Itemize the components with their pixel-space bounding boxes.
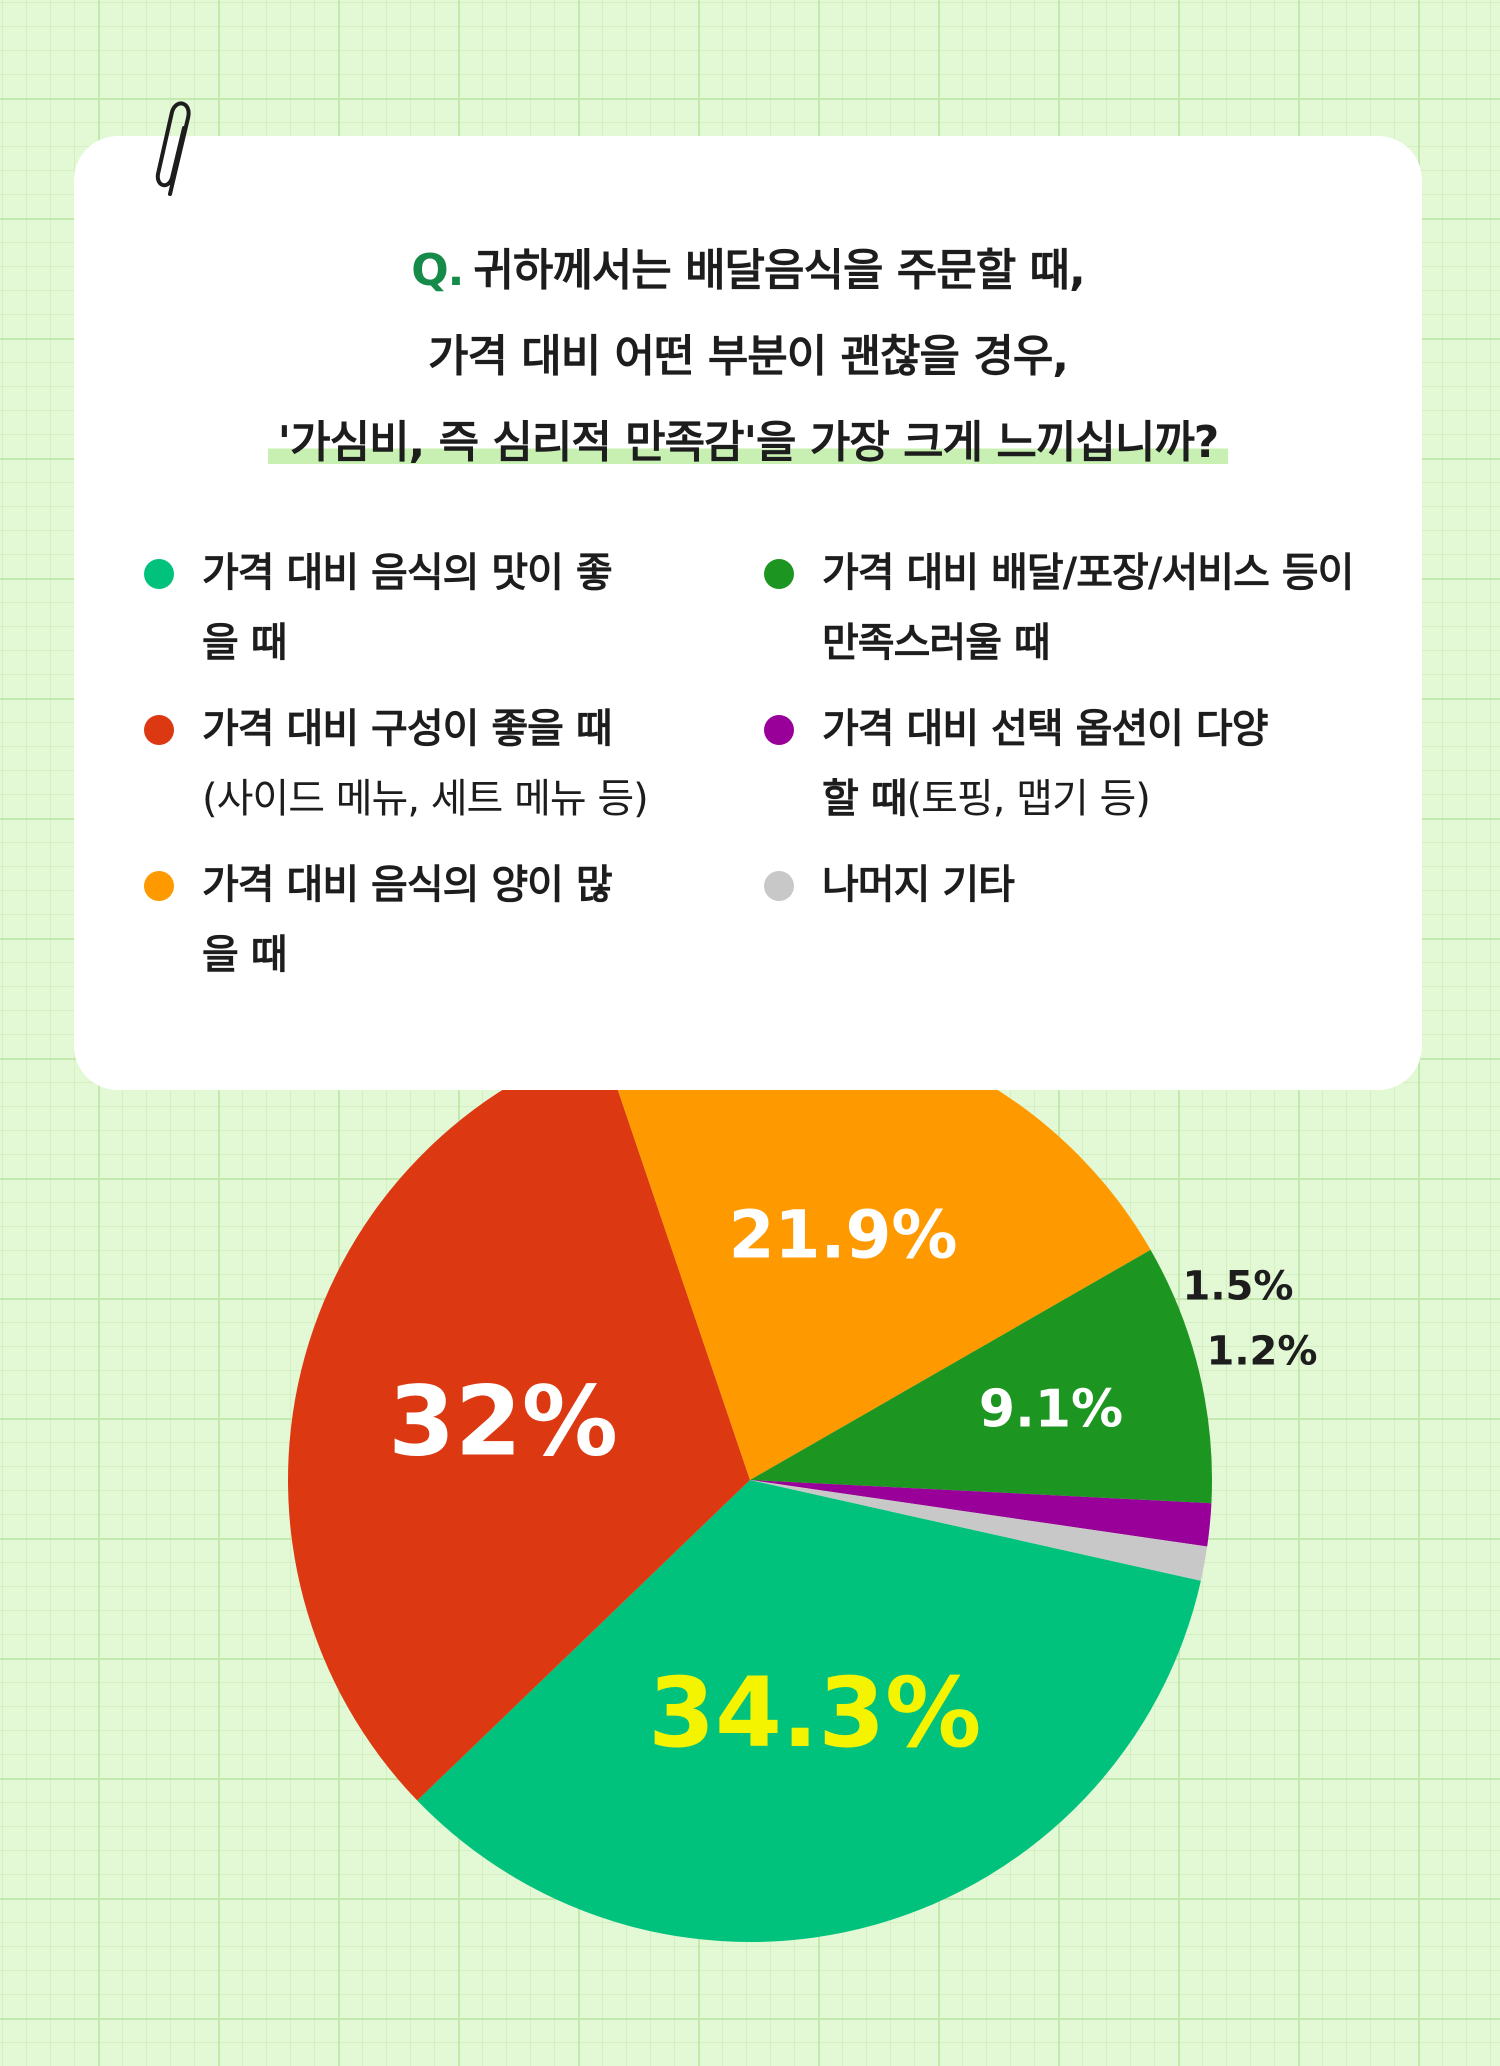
legend-item-composition: 가격 대비 구성이 좋을 때 (사이드 메뉴, 세트 메뉴 등) [144,694,762,834]
question-text: Q. 귀하께서는 배달음식을 주문할 때, 가격 대비 어떤 부분이 괜찮을 경우… [74,228,1422,486]
legend-dot-icon [144,715,174,745]
legend-item-other: 나머지 기타 [764,850,1382,920]
legend-label: 가격 대비 음식의 맛이 좋을 때 [202,550,613,666]
question-line-2: 가격 대비 어떤 부분이 괜찮을 경우, [427,331,1069,382]
data-label: 32% [388,1366,618,1478]
data-label: 1.5% [1183,1263,1294,1309]
q-mark: Q. [411,245,464,296]
question-line-1: Q. 귀하께서는 배달음식을 주문할 때, [411,245,1086,296]
slice-options [750,1480,1212,1547]
legend-label: 가격 대비 선택 옵션이 다양할 때 [822,706,1269,822]
legend-dot-icon [144,559,174,589]
legend-label: 나머지 기타 [822,862,1015,908]
data-label: 34.3% [648,1657,981,1769]
legend-item-service: 가격 대비 배달/포장/서비스 등이 만족스러울 때 [764,538,1382,678]
legend-dot-icon [144,871,174,901]
legend-label: 가격 대비 배달/포장/서비스 등이 만족스러울 때 [822,550,1354,666]
legend-item-taste: 가격 대비 음식의 맛이 좋을 때 [144,538,632,678]
slice-service [750,1249,1213,1504]
legend-dot-icon [764,715,794,745]
question-card: Q. 귀하께서는 배달음식을 주문할 때, 가격 대비 어떤 부분이 괜찮을 경우… [74,136,1422,1090]
data-label: 21.9% [729,1196,958,1273]
slice-composition [287,1042,750,1801]
slice-quantity [601,1017,1151,1480]
data-label: 9.1% [979,1380,1123,1440]
legend-item-quantity: 가격 대비 음식의 양이 많을 때 [144,850,632,990]
legend-dot-icon [764,559,794,589]
legend-label: 가격 대비 구성이 좋을 때 [202,706,613,752]
paperclip-icon [155,101,191,196]
slice-other [750,1480,1208,1581]
question-line-3: '가심비, 즉 심리적 만족감'을 가장 크게 느끼십니까? [74,400,1422,486]
slice-taste [417,1480,1201,1942]
legend-dot-icon [764,871,794,901]
legend-item-options: 가격 대비 선택 옵션이 다양할 때(토핑, 맵기 등) [764,694,1282,834]
question-highlight: '가심비, 즉 심리적 만족감'을 가장 크게 느끼십니까? [267,417,1229,468]
legend-label: 가격 대비 음식의 양이 많을 때 [202,862,613,978]
legend-sublabel: (사이드 메뉴, 세트 메뉴 등) [202,776,649,822]
legend-sublabel: (토핑, 맵기 등) [906,776,1151,822]
data-label: 1.2% [1207,1328,1318,1374]
